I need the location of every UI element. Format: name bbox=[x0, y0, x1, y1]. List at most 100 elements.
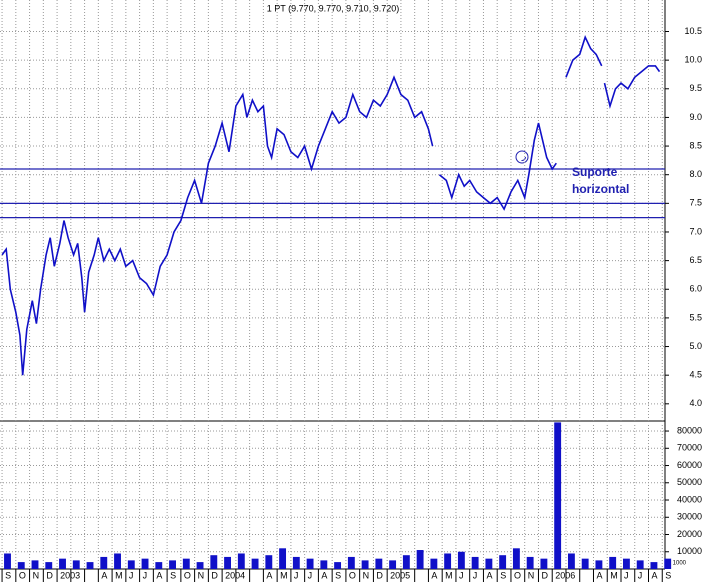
volume-bar bbox=[251, 558, 259, 569]
volume-bar bbox=[334, 562, 342, 569]
volume-bar bbox=[155, 562, 163, 569]
volume-bar bbox=[402, 555, 410, 569]
volume-bar bbox=[444, 553, 452, 569]
volume-bar bbox=[499, 555, 507, 569]
x-tick-label: M bbox=[115, 570, 123, 580]
y-tick-label: 6.5 bbox=[689, 255, 702, 265]
x-tick-label: D bbox=[46, 570, 53, 580]
volume-bar bbox=[622, 558, 630, 569]
y-tick-label: 70000 bbox=[677, 443, 702, 453]
y-tick-label: 7.0 bbox=[689, 226, 702, 236]
x-tick-label: 2004 bbox=[225, 570, 245, 580]
x-tick-label: O bbox=[349, 570, 356, 580]
x-tick-label: A bbox=[321, 570, 327, 580]
x-tick-label: S bbox=[665, 570, 671, 580]
annotation: horizontal bbox=[572, 182, 629, 196]
x-tick-label: 2006 bbox=[555, 570, 575, 580]
x-tick-label: J bbox=[129, 570, 134, 580]
volume-bar bbox=[4, 553, 11, 569]
volume-bar bbox=[17, 562, 25, 569]
y-tick-label: 60000 bbox=[677, 460, 702, 470]
x-tick-label: J bbox=[308, 570, 313, 580]
volume-bar bbox=[526, 556, 534, 569]
volume-bar bbox=[485, 558, 493, 569]
volume-bar bbox=[609, 556, 617, 569]
x-tick-label: D bbox=[376, 570, 383, 580]
x-tick-label: J bbox=[638, 570, 643, 580]
y-tick-label: 4.0 bbox=[689, 398, 702, 408]
x-tick-label: A bbox=[596, 570, 602, 580]
x-tick-label: N bbox=[528, 570, 535, 580]
x-tick-label: S bbox=[5, 570, 11, 580]
x-tick-label: N bbox=[363, 570, 370, 580]
volume-bar bbox=[320, 560, 328, 569]
volume-bar bbox=[375, 558, 383, 569]
volume-bar bbox=[265, 555, 273, 569]
x-tick-label: S bbox=[500, 570, 506, 580]
volume-bar bbox=[636, 560, 644, 569]
volume-bar bbox=[45, 562, 53, 569]
volume-bar bbox=[361, 560, 369, 569]
x-tick-label: A bbox=[651, 570, 657, 580]
x-tick-label: O bbox=[514, 570, 521, 580]
volume-bar bbox=[347, 556, 355, 569]
x-tick-label: N bbox=[198, 570, 205, 580]
x-tick-label: J bbox=[459, 570, 464, 580]
volume-bar bbox=[114, 553, 121, 569]
y-tick-label: 4.5 bbox=[689, 370, 702, 380]
volume-bar bbox=[196, 562, 204, 569]
volume-bar bbox=[72, 560, 80, 569]
volume-bar bbox=[224, 556, 232, 569]
volume-bar bbox=[100, 556, 108, 569]
volume-bar bbox=[141, 558, 149, 569]
volume-bar bbox=[664, 558, 672, 569]
volume-bar bbox=[279, 548, 287, 569]
y-tick-label: 5.0 bbox=[689, 341, 702, 351]
volume-bar bbox=[59, 558, 66, 569]
volume-bar bbox=[567, 553, 575, 569]
x-tick-label: M bbox=[610, 570, 618, 580]
y-tick-label: 50000 bbox=[677, 477, 702, 487]
y-tick-label: 20000 bbox=[677, 529, 702, 539]
y-tick-label: 7.5 bbox=[689, 198, 702, 208]
y-tick-label: 8.0 bbox=[689, 169, 702, 179]
volume-bar bbox=[457, 551, 465, 569]
volume-bar bbox=[554, 422, 562, 569]
volume-bar bbox=[210, 555, 218, 569]
y-tick-label: 10.5 bbox=[684, 26, 702, 36]
volume-bar bbox=[31, 560, 39, 569]
x-tick-label: O bbox=[19, 570, 26, 580]
y-tick-label: 9.0 bbox=[689, 112, 702, 122]
volume-bar bbox=[389, 560, 397, 569]
x-tick-label: A bbox=[101, 570, 107, 580]
y-tick-label: 5.5 bbox=[689, 312, 702, 322]
y-tick-label: 6.0 bbox=[689, 284, 702, 294]
x-tick-label: S bbox=[170, 570, 176, 580]
x-tick-label: A bbox=[266, 570, 272, 580]
volume-bar bbox=[650, 562, 658, 569]
annotation: Suporte bbox=[572, 165, 618, 179]
x-tick-label: M bbox=[280, 570, 288, 580]
x-tick-label: J bbox=[294, 570, 299, 580]
volume-bar bbox=[86, 562, 94, 569]
volume-bar bbox=[416, 550, 424, 569]
x-tick-label: A bbox=[156, 570, 162, 580]
volume-bar bbox=[471, 556, 479, 569]
x-tick-label: 2003 bbox=[60, 570, 80, 580]
volume-bar bbox=[540, 558, 548, 569]
y-tick-label: 8.5 bbox=[689, 140, 702, 150]
x-tick-label: 2005 bbox=[390, 570, 410, 580]
volume-bar bbox=[595, 560, 603, 569]
chart-title: 1 PT (9.770, 9.770, 9.710, 9.720) bbox=[267, 3, 399, 13]
x-tick-label: A bbox=[431, 570, 437, 580]
x-tick-label: J bbox=[143, 570, 148, 580]
volume-bar bbox=[581, 558, 589, 569]
y-tick-label: 40000 bbox=[677, 494, 702, 504]
y-tick-label: 10000 bbox=[677, 546, 702, 556]
volume-bar bbox=[512, 548, 520, 569]
y-tick-label: 30000 bbox=[677, 512, 702, 522]
volume-unit: x 1000 bbox=[668, 561, 687, 567]
volume-bar bbox=[169, 560, 176, 569]
volume-bar bbox=[127, 560, 135, 569]
